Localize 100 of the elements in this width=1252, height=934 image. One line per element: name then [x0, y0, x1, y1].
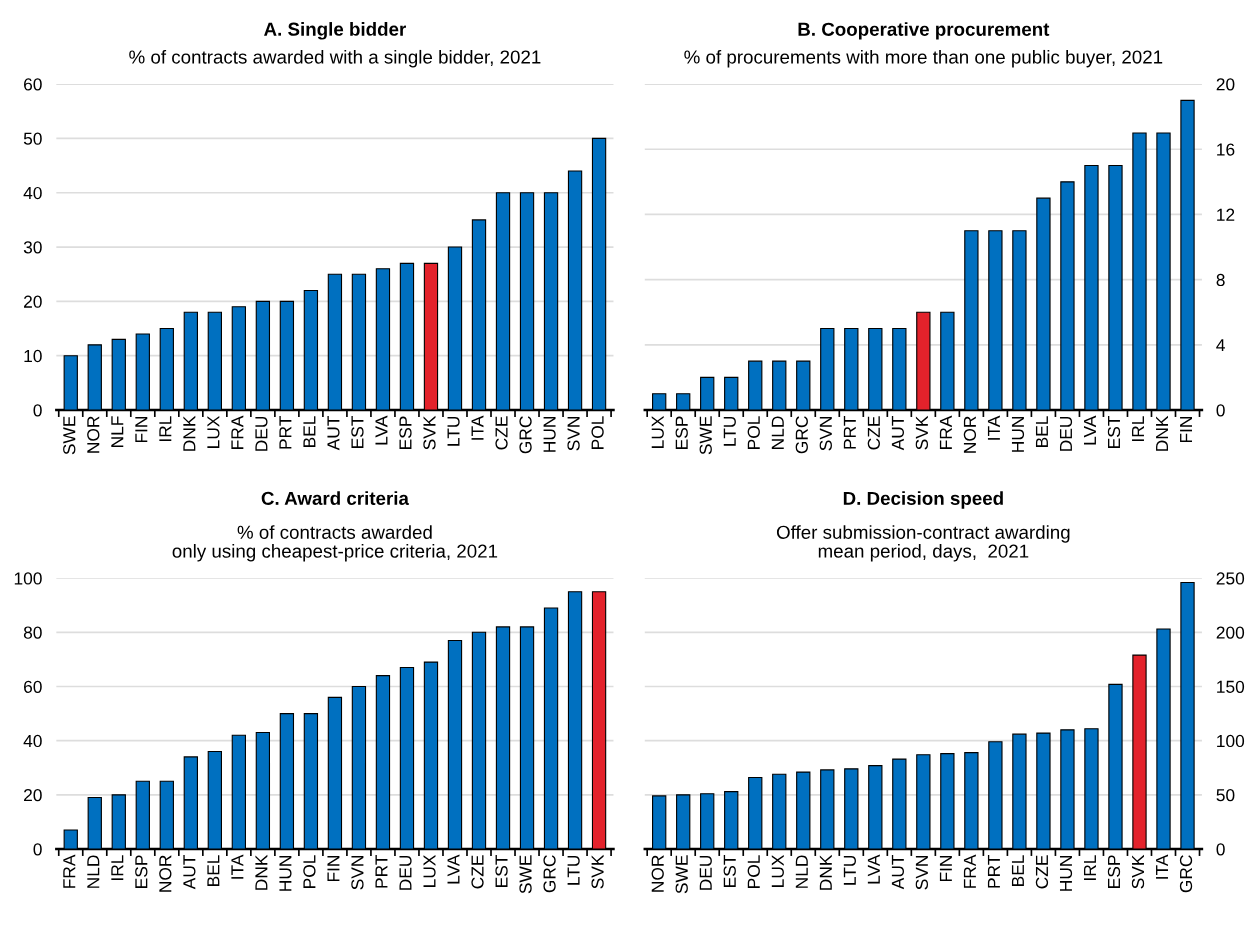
- x-tick-label: ESP: [399, 416, 412, 449]
- y2-tick-label: 0: [1216, 843, 1225, 856]
- y-tick-label: 20: [24, 789, 42, 802]
- x-tick-label: DEU: [1059, 416, 1073, 451]
- x-tick-label: SVK: [591, 854, 604, 889]
- x-tick-label: LVA: [1084, 415, 1096, 445]
- y-tick-label: 50: [23, 132, 42, 145]
- x-tick-label: LUX: [207, 415, 220, 448]
- x-tick-label: IRL: [1132, 416, 1144, 441]
- x-tick-label: BEL: [1011, 855, 1024, 886]
- x-tick-label: LTU: [843, 855, 856, 885]
- y2-tick-label: 20: [1216, 78, 1235, 91]
- y2-tick-label: 0: [1216, 404, 1225, 417]
- x-tick-label: IRL: [111, 855, 124, 880]
- x-tick-label: DNK: [255, 854, 268, 890]
- x-tick-label: PRT: [987, 854, 1000, 888]
- x-tick-label: ESP: [135, 855, 148, 888]
- x-tick-label: ITA: [471, 415, 484, 440]
- x-tick-label: SWE: [519, 855, 532, 894]
- x-tick-label: SVN: [819, 417, 832, 451]
- x-tick-label: LTU: [723, 416, 736, 446]
- x-tick-label: EST: [723, 854, 736, 887]
- x-tick-label: NOR: [159, 855, 172, 892]
- x-tick-label: FIN: [939, 855, 952, 882]
- x-tick-label: SWE: [699, 416, 712, 455]
- x-tick-label: NOR: [651, 855, 664, 892]
- y-tick-label: 0: [33, 843, 42, 856]
- y2-tick-label: 200: [1216, 626, 1245, 639]
- x-tick-label: BEL: [207, 855, 220, 886]
- x-tick-label: SVN: [351, 855, 364, 890]
- chart-title: A. Single bidder: [264, 22, 406, 40]
- y2-tick-label: 16: [1217, 143, 1235, 156]
- x-tick-label: LUX: [423, 854, 436, 887]
- y2-tick-label: 150: [1217, 680, 1245, 693]
- x-tick-label: LTU: [567, 855, 580, 885]
- chart-subtitle: % of contracts awarded with a single bidder, 2021: [129, 49, 541, 68]
- x-tick-label: NOR: [87, 416, 100, 453]
- chart-title: C. Award criteria: [261, 491, 410, 505]
- x-tick-label: ITA: [1156, 854, 1168, 879]
- x-tick-label: FRA: [963, 854, 976, 888]
- x-tick-label: DNK: [183, 415, 196, 451]
- x-tick-label: HUN: [1059, 855, 1073, 891]
- x-tick-label: SWE: [63, 416, 76, 455]
- chart-title: D. Decision speed: [843, 491, 1003, 509]
- y-tick-label: 20: [24, 295, 42, 308]
- x-tick-label: CZE: [1035, 855, 1049, 889]
- x-tick-label: LVA: [447, 854, 460, 884]
- x-tick-label: SVN: [915, 855, 929, 890]
- x-tick-label: NLD: [771, 416, 784, 449]
- x-tick-label: FIN: [1180, 417, 1192, 443]
- x-tick-label: BEL: [1035, 416, 1048, 447]
- x-tick-label: CZE: [867, 416, 880, 450]
- x-tick-label: SVN: [567, 417, 580, 451]
- x-tick-label: POL: [747, 416, 760, 449]
- x-tick-label: SWE: [675, 855, 688, 894]
- x-tick-label: ESP: [675, 416, 688, 449]
- x-tick-label: NLD: [87, 855, 100, 888]
- x-tick-label: LUX: [651, 415, 664, 448]
- x-tick-label: NOR: [963, 416, 977, 453]
- x-tick-label: GRC: [795, 416, 808, 454]
- x-tick-label: GRC: [519, 416, 532, 454]
- y2-tick-label: 8: [1216, 273, 1225, 287]
- y-tick-label: 40: [23, 734, 42, 748]
- x-tick-label: GRC: [543, 855, 556, 893]
- x-tick-label: HUN: [1011, 417, 1025, 452]
- x-tick-label: AUT: [891, 415, 904, 451]
- x-tick-label: ITA: [231, 854, 244, 879]
- x-tick-label: SVK: [1131, 854, 1145, 889]
- x-tick-label: DNK: [819, 854, 832, 890]
- x-tick-label: EST: [351, 415, 364, 448]
- x-tick-label: CZE: [471, 855, 484, 889]
- y2-tick-label: 100: [1217, 734, 1245, 748]
- x-tick-label: EST: [1107, 415, 1121, 448]
- x-tick-label: ITA: [987, 415, 1000, 440]
- x-tick-label: FIN: [327, 855, 340, 882]
- x-tick-label: DEU: [255, 416, 268, 451]
- x-tick-label: AUT: [891, 854, 904, 890]
- x-tick-label: POL: [747, 855, 760, 888]
- y-tick-label: 40: [23, 186, 42, 200]
- x-tick-label: LTU: [447, 416, 460, 446]
- x-tick-label: IRL: [159, 416, 172, 441]
- y2-tick-label: 12: [1217, 208, 1235, 221]
- x-tick-label: CZE: [495, 416, 508, 450]
- x-tick-label: AUT: [327, 415, 340, 451]
- x-tick-label: BEL: [303, 416, 316, 447]
- x-tick-label: HUN: [279, 855, 292, 891]
- x-tick-label: NLF: [111, 416, 124, 447]
- x-tick-label: LUX: [771, 854, 784, 887]
- x-tick-label: LVA: [375, 415, 388, 445]
- x-tick-label: AUT: [183, 854, 196, 890]
- x-tick-label: POL: [591, 416, 604, 449]
- y2-tick-label: 50: [1216, 789, 1235, 802]
- x-tick-label: PRT: [375, 854, 388, 888]
- x-tick-label: HUN: [543, 417, 556, 452]
- x-tick-label: SVK: [915, 415, 929, 450]
- y2-tick-label: 250: [1216, 572, 1245, 585]
- x-tick-label: IRL: [1084, 855, 1096, 880]
- x-tick-label: SVK: [423, 415, 436, 450]
- y-tick-label: 30: [23, 241, 42, 254]
- y-tick-label: 80: [23, 626, 42, 639]
